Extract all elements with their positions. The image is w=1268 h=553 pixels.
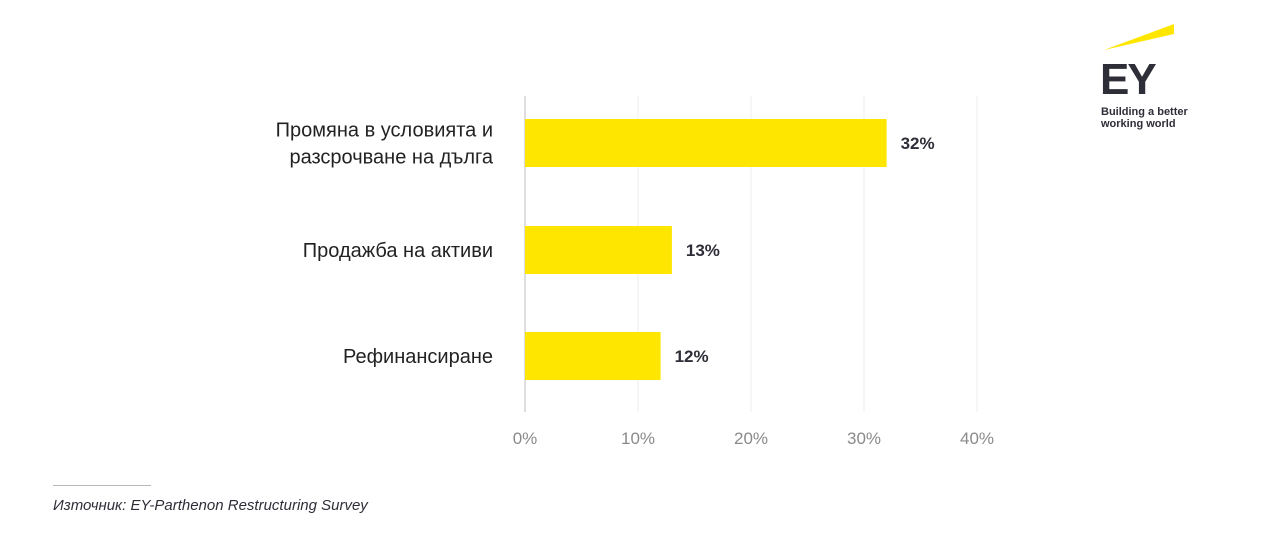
category-label-line: Продажба на активи: [303, 240, 493, 262]
category-labels: Промяна в условията и разсрочване на дълг…: [276, 120, 494, 369]
bars: [525, 119, 887, 380]
x-tick-label: 20%: [734, 429, 768, 448]
ey-logo-text: EY: [1100, 55, 1156, 104]
bar-value-label: 32%: [901, 134, 935, 153]
bar: [525, 332, 661, 380]
source-note: Източник: EY-Parthenon Restructuring Sur…: [53, 497, 368, 514]
category-label: Продажба на активи: [303, 240, 493, 262]
x-tick-labels: 0% 10% 20% 30% 40%: [513, 429, 994, 448]
ey-tagline: Building a better working world: [1101, 106, 1188, 130]
category-label-line: Рефинансиране: [343, 346, 493, 368]
bar-value-label: 13%: [686, 241, 720, 260]
x-tick-label: 30%: [847, 429, 881, 448]
category-label-line: разсрочване на дълга: [289, 147, 493, 169]
ey-logo: EY: [1100, 24, 1174, 104]
category-label-line: Промяна в условията и: [276, 120, 493, 142]
bar: [525, 119, 887, 167]
category-label: Промяна в условията и разсрочване на дълг…: [276, 120, 494, 169]
bar-value-label: 12%: [675, 347, 709, 366]
ey-tagline-line-1: Building a better: [1101, 106, 1188, 118]
ey-tagline-line-2: working world: [1101, 118, 1176, 130]
x-tick-label: 0%: [513, 429, 538, 448]
x-tick-label: 40%: [960, 429, 994, 448]
source-divider: [53, 485, 151, 486]
ey-logo-beam: [1104, 24, 1174, 50]
value-labels: 32% 13% 12%: [675, 134, 935, 366]
bar: [525, 226, 672, 274]
category-label: Рефинансиране: [343, 346, 493, 368]
x-tick-label: 10%: [621, 429, 655, 448]
